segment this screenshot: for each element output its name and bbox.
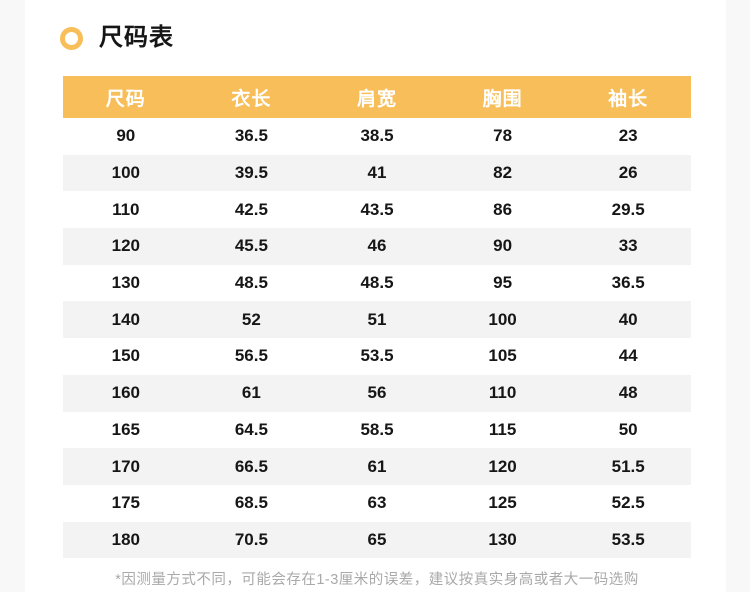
table-cell: 63 [367,493,387,513]
table-cell: 120 [488,456,517,476]
table-cell: 58.5 [360,419,394,439]
table-cell: 110 [112,199,140,219]
table-cell: 61 [241,383,261,403]
table-body: 90 36.5 38.5 78 23 100 39.5 41 82 26 110 42.5 43.5 86… [63,118,691,559]
table-cell: 170 [111,456,140,476]
size-chart-table: 尺码 衣长 肩宽 胸围 袖长 90 36.5 38.5 78 23 100 39.5 41 82 26 11… [63,76,691,559]
table-column-header: 肩宽 [314,76,440,118]
table-cell: 43.5 [360,199,394,219]
table-cell: 115 [488,419,517,439]
table-row: 160 61 56 110 48 [63,374,691,412]
table-cell: 53.5 [360,346,394,366]
table-cell: 82 [493,163,513,183]
table-cell: 56.5 [234,346,268,366]
table-row: 90 36.5 38.5 78 23 [63,118,691,155]
table-cell: 64.5 [234,419,268,439]
table-row: 175 68.5 63 125 52.5 [63,485,691,522]
table-cell: 68.5 [234,493,268,513]
table-cell: 44 [618,346,638,366]
table-cell: 36.5 [611,273,645,293]
table-cell: 40 [618,309,638,329]
table-cell: 56 [367,383,387,403]
table-cell: 48 [618,383,638,403]
table-cell: 61 [367,456,387,476]
table-cell: 110 [488,383,517,403]
table-cell: 150 [111,346,140,366]
table-cell: 160 [111,383,140,403]
table-cell: 165 [111,419,140,439]
table-row: 120 45.5 46 90 33 [63,228,691,265]
table-cell: 33 [618,236,638,256]
table-cell: 41 [367,163,387,183]
table-cell: 38.5 [360,126,394,146]
table-cell: 120 [111,236,140,256]
table-cell: 95 [493,273,513,293]
table-row: 140 52 51 100 40 [63,301,691,339]
table-cell: 100 [111,163,140,183]
table-cell: 42.5 [234,199,268,219]
table-cell: 23 [618,126,638,146]
table-cell: 105 [488,346,517,366]
table-cell: 48.5 [360,273,394,293]
table-column-header: 胸围 [439,76,566,118]
table-cell: 90 [116,126,136,146]
table-cell: 46 [367,236,387,256]
table-row: 110 42.5 43.5 86 29.5 [63,191,691,228]
table-column-header: 尺码 [63,76,189,118]
table-row: 165 64.5 58.5 115 50 [63,412,691,449]
table-cell: 36.5 [234,126,268,146]
table-header-row: 尺码 衣长 肩宽 胸围 袖长 [63,76,691,118]
table-column-header: 袖长 [565,76,691,118]
table-cell: 51 [367,309,387,329]
table-cell: 100 [488,309,517,329]
ring-icon [60,26,83,50]
table-row: 170 66.5 61 120 51.5 [63,448,691,485]
table-cell: 90 [493,236,513,256]
table-column-header: 衣长 [188,76,315,118]
section-title-row: 尺码表 [60,26,174,50]
table-cell: 52 [241,309,261,329]
table-cell: 180 [111,529,140,549]
table-row: 150 56.5 53.5 105 44 [63,338,691,375]
table-cell: 86 [493,199,513,219]
page-gutter-left [0,0,25,592]
table-cell: 51.5 [611,456,645,476]
table-row: 100 39.5 41 82 26 [63,154,691,192]
table-cell: 70.5 [234,529,268,549]
table-cell: 130 [488,529,517,549]
table-cell: 48.5 [234,273,268,293]
table-cell: 125 [488,493,517,513]
table-cell: 65 [367,529,387,549]
table-cell: 78 [493,126,513,146]
page-gutter-right [726,0,750,592]
table-cell: 52.5 [611,493,645,513]
footnote: *因测量方式不同，可能会存在1-3厘米的误差，建议按真实身高或者大一码选购 [115,572,639,588]
page-title: 尺码表 [99,24,174,51]
table-cell: 66.5 [234,456,268,476]
table-row: 130 48.5 48.5 95 36.5 [63,265,691,302]
table-cell: 175 [111,493,140,513]
table-cell: 50 [618,419,638,439]
table-cell: 53.5 [611,529,645,549]
table-cell: 26 [618,163,638,183]
table-cell: 29.5 [611,199,645,219]
table-cell: 39.5 [234,163,268,183]
table-cell: 45.5 [234,236,268,256]
table-cell: 130 [111,273,140,293]
table-cell: 140 [111,309,140,329]
table-row: 180 70.5 65 130 53.5 [63,521,691,559]
